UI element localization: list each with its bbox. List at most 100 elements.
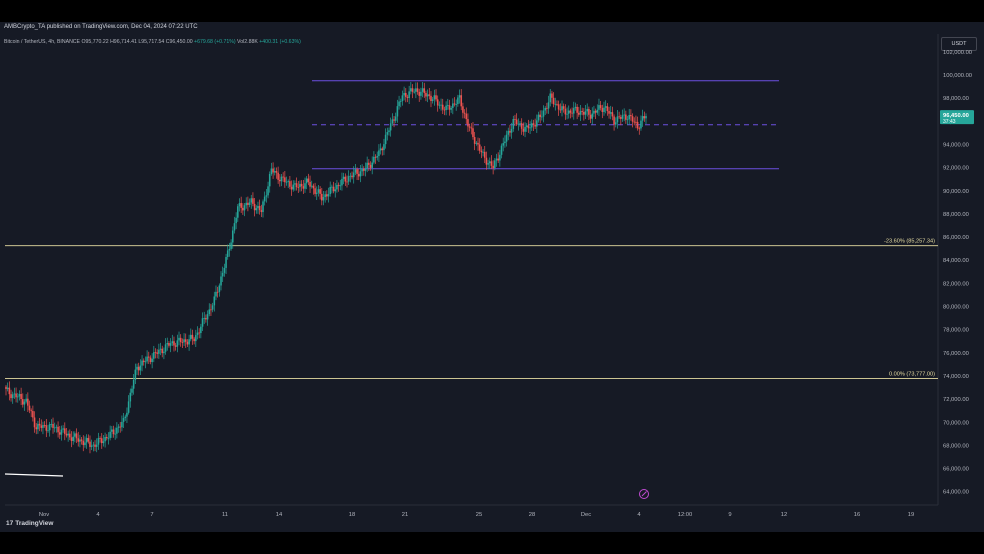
candle-body — [243, 205, 246, 211]
candle-body — [561, 106, 563, 111]
candle-body — [509, 130, 511, 133]
candle-body — [611, 112, 614, 117]
price-chart[interactable]: 102,000.00100,000.0098,000.0096,000.0094… — [0, 22, 984, 532]
candle-body — [467, 119, 469, 127]
candle-body — [206, 314, 209, 320]
candle-body — [327, 194, 330, 197]
candle-body — [436, 99, 439, 106]
fib-level-label: 0.00% (73,777.00) — [889, 372, 935, 378]
candle-body — [473, 137, 476, 144]
candle-body — [90, 445, 93, 447]
y-tick-label: 74,000.00 — [943, 374, 969, 380]
target-icon — [639, 489, 649, 499]
candle-body — [541, 116, 543, 118]
candle-body — [201, 318, 204, 327]
candle-body — [357, 173, 360, 177]
candle-body — [416, 88, 419, 92]
candle-body — [153, 352, 155, 359]
candle-body — [465, 113, 468, 120]
candle-body — [111, 429, 113, 432]
candle-body — [263, 196, 266, 202]
candle-body — [530, 123, 533, 128]
candle-body — [562, 106, 565, 109]
candle-body — [332, 186, 335, 192]
candle-body — [620, 117, 622, 119]
candle-body — [614, 122, 617, 125]
y-tick-label: 92,000.00 — [943, 166, 969, 172]
candle-body — [593, 110, 595, 114]
candle-body — [250, 198, 253, 203]
candle-body — [586, 108, 589, 112]
candle-body — [62, 428, 64, 430]
candle-body — [438, 104, 441, 106]
candle-body — [228, 248, 231, 251]
candle-body — [576, 106, 578, 113]
y-tick-label: 98,000.00 — [943, 96, 969, 102]
candle-body — [200, 326, 202, 334]
candle-body — [423, 88, 426, 93]
candle-body — [361, 168, 363, 172]
candle-body — [406, 96, 409, 98]
candle-body — [507, 130, 510, 135]
candle-body — [339, 185, 342, 187]
candle-body — [475, 142, 478, 144]
publish-info: AMBCrypto_TA published on TradingView.co… — [4, 24, 198, 30]
candle-body — [32, 411, 34, 418]
candle-body — [112, 429, 115, 435]
candle-body — [532, 123, 535, 125]
candle-body — [94, 444, 96, 447]
candle-body — [268, 174, 271, 187]
candle-body — [198, 332, 200, 334]
candle-body — [272, 168, 274, 173]
candle-body — [455, 104, 457, 105]
candle-body — [504, 141, 506, 144]
candle-body — [342, 176, 345, 179]
tradingview-logo: 17 TradingView — [6, 520, 53, 527]
candle-body — [99, 437, 101, 439]
candle-body — [626, 119, 629, 121]
volume-value: Vol2.88K — [237, 39, 258, 45]
candle-body — [505, 134, 508, 142]
candle-body — [189, 334, 192, 340]
candle-body — [63, 428, 66, 434]
candle-body — [441, 104, 444, 110]
candle-body — [566, 113, 568, 115]
low-value: L95,717.54 — [138, 39, 165, 45]
candle-body — [87, 437, 90, 442]
candle-body — [413, 91, 415, 93]
candle-body — [252, 198, 254, 204]
candle-body — [28, 405, 31, 411]
candle-body — [242, 207, 244, 211]
candle-body — [70, 437, 73, 441]
chart-frame: AMBCrypto_TA published on TradingView.co… — [0, 22, 984, 532]
candle-body — [282, 176, 284, 178]
candle-body — [572, 108, 575, 114]
candle-body — [216, 291, 219, 293]
current-price-tag — [940, 110, 974, 125]
candle-body — [512, 118, 515, 129]
candle-body — [57, 426, 59, 433]
candle-body — [625, 114, 627, 120]
symbol-label[interactable]: Bitcoin / TetherUS, 4h, BINANCE — [4, 39, 81, 45]
candle-body — [458, 95, 461, 98]
candle-body — [591, 113, 594, 119]
candle-body — [383, 144, 385, 151]
candle-body — [425, 92, 427, 97]
candle-body — [579, 111, 582, 115]
candle-body — [418, 91, 421, 96]
candle-body — [633, 121, 636, 123]
candle-body — [534, 124, 536, 127]
currency-button[interactable]: USDT — [941, 37, 977, 51]
candle-body — [218, 285, 221, 292]
candle-body — [235, 217, 237, 224]
candle-body — [279, 179, 281, 182]
candle-body — [58, 432, 61, 435]
candle-body — [403, 92, 405, 96]
x-tick-label: 4 — [637, 512, 641, 518]
candle-body — [376, 156, 379, 158]
candle-body — [393, 119, 395, 121]
candle-body — [25, 398, 27, 402]
candle-body — [186, 341, 189, 345]
candle-body — [119, 426, 122, 428]
candle-body — [290, 186, 293, 190]
